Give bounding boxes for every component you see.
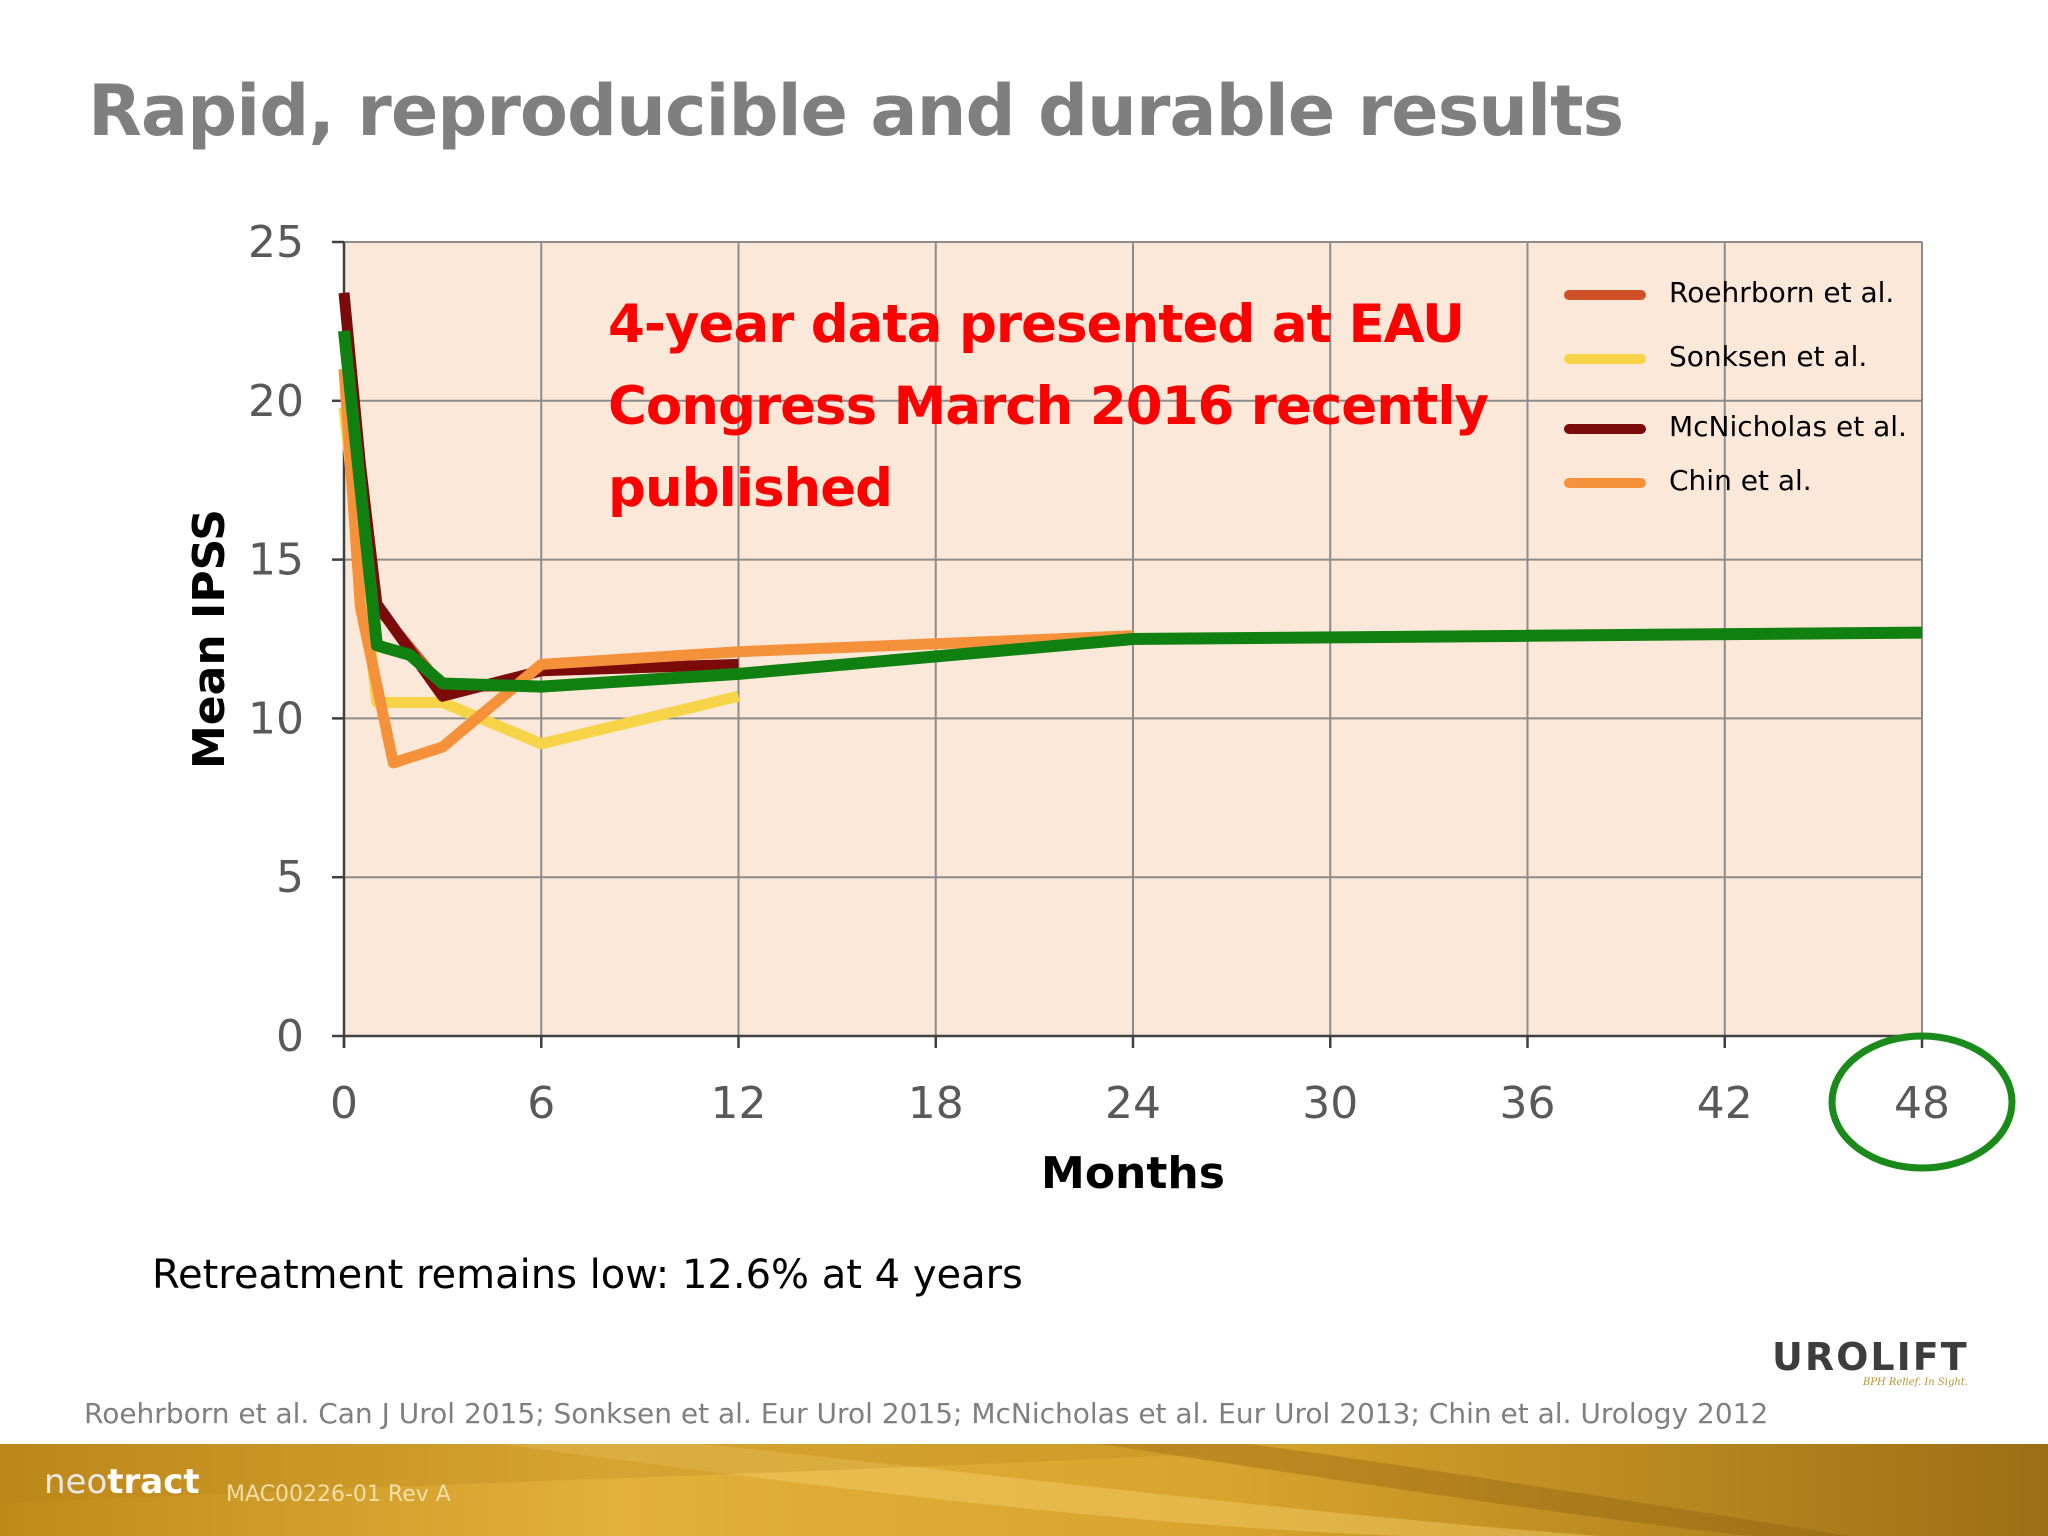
legend-swatch-mcnicholas <box>1564 424 1646 434</box>
callout-text: 4-year data presented at EAU Congress Ma… <box>608 284 1508 530</box>
x-tick-label-12: 12 <box>711 1078 767 1129</box>
neotract-logo-light: neo <box>44 1462 108 1502</box>
legend-swatch-chin <box>1564 478 1646 488</box>
legend-label-sonksen: Sonksen et al. <box>1669 340 1868 373</box>
x-axis-label: Months <box>1041 1148 1225 1199</box>
x-tick-label-36: 36 <box>1500 1078 1556 1129</box>
legend-label-roehrborn: Roehrborn et al. <box>1669 276 1895 309</box>
y-tick-label-10: 10 <box>248 693 304 744</box>
legend-item-sonksen: Sonksen et al. <box>1562 336 1902 376</box>
x-tick-label-42: 42 <box>1697 1078 1753 1129</box>
y-tick-label-20: 20 <box>248 376 304 427</box>
series-line-summary <box>338 330 1923 693</box>
legend-item-roehrborn: Roehrborn et al. <box>1562 272 1902 312</box>
callout-line-1: 4-year data presented at EAU <box>608 294 1465 355</box>
legend-label-mcnicholas: McNicholas et al. <box>1669 410 1907 443</box>
x-tick-label-0: 0 <box>330 1078 358 1129</box>
slide-title: Rapid, reproducible and durable results <box>88 70 1624 152</box>
x-tick-label-48: 48 <box>1894 1078 1950 1129</box>
neotract-logo-bold: tract <box>107 1462 200 1502</box>
y-tick-label-5: 5 <box>276 852 304 903</box>
x-tick-label-18: 18 <box>908 1078 964 1129</box>
ipss-line-chart: 0 5 10 15 20 25 0 6 12 18 24 30 36 42 48 Mean IPSS Mo… <box>184 217 2016 1199</box>
neotract-logo: neotract <box>44 1462 200 1502</box>
footer-decoration <box>0 1444 1850 1536</box>
callout-line-3: published <box>608 458 893 519</box>
x-tick-label-24: 24 <box>1105 1078 1161 1129</box>
references-text: Roehrborn et al. Can J Urol 2015; Sonkse… <box>84 1397 1769 1430</box>
y-tick-labels: 0 5 10 15 20 25 <box>248 217 304 1062</box>
urolift-wordmark: UROLIFT <box>1772 1335 1969 1379</box>
y-axis-label: Mean IPSS <box>184 509 235 769</box>
y-tick-label-0: 0 <box>276 1011 304 1062</box>
urolift-logo: UROLIFT BPH Relief. In Sight. <box>1772 1335 1968 1395</box>
y-tick-label-15: 15 <box>248 535 304 586</box>
legend-swatch-roehrborn <box>1564 290 1646 300</box>
callout-line-2: Congress March 2016 recently <box>608 376 1489 437</box>
series-line-chin <box>338 368 1134 769</box>
legend-item-chin: Chin et al. <box>1562 460 1902 500</box>
y-tick-label-25: 25 <box>248 217 304 268</box>
footer-bar: neotract MAC00226-01 Rev A <box>0 1444 2048 1536</box>
urolift-tagline: BPH Relief. In Sight. <box>1862 1377 1968 1388</box>
legend-swatch-sonksen <box>1564 354 1646 364</box>
x-tick-label-6: 6 <box>527 1078 555 1129</box>
document-code: MAC00226-01 Rev A <box>226 1482 451 1507</box>
highlight-ring-48-months <box>1828 1032 2016 1172</box>
legend-label-chin: Chin et al. <box>1669 464 1812 497</box>
x-tick-label-30: 30 <box>1302 1078 1358 1129</box>
x-tick-labels: 0 6 12 18 24 30 36 42 48 <box>330 1078 1950 1129</box>
retreatment-note: Retreatment remains low: 12.6% at 4 year… <box>152 1252 1023 1298</box>
series-lines <box>338 292 1923 769</box>
legend-item-mcnicholas: McNicholas et al. <box>1562 406 1907 446</box>
